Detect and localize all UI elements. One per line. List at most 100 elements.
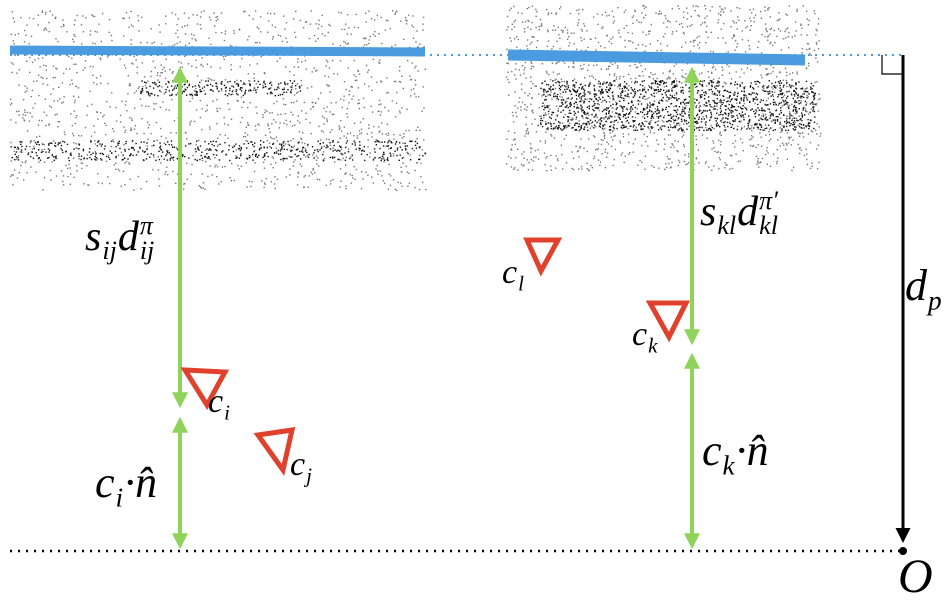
point (102, 144, 103, 145)
point (247, 122, 248, 123)
point (542, 82, 543, 83)
point (349, 158, 350, 159)
point (67, 168, 68, 169)
point (115, 169, 116, 170)
point (793, 110, 794, 111)
point (560, 93, 561, 94)
point (264, 159, 265, 160)
point (534, 85, 535, 86)
point (272, 156, 273, 157)
point (600, 94, 601, 95)
point (613, 130, 614, 131)
point (265, 184, 266, 185)
point (42, 189, 43, 190)
point (109, 106, 110, 107)
point (402, 186, 403, 187)
point (770, 114, 771, 115)
point (637, 165, 638, 166)
point (549, 105, 550, 106)
point (297, 176, 298, 177)
point (527, 128, 528, 129)
point (614, 120, 615, 121)
point (676, 123, 677, 124)
point (769, 33, 770, 34)
point (540, 122, 541, 123)
point (718, 125, 719, 126)
point (648, 89, 649, 90)
point (682, 77, 683, 78)
point (382, 156, 383, 157)
point (602, 100, 603, 101)
point (660, 127, 661, 128)
point (601, 139, 602, 140)
point (800, 96, 801, 97)
point (711, 89, 712, 90)
point (300, 138, 301, 139)
point (283, 123, 284, 124)
point (761, 115, 762, 116)
point (683, 111, 684, 112)
point (10, 176, 11, 177)
point (253, 151, 254, 152)
point (582, 123, 583, 124)
point (271, 123, 272, 124)
point (278, 95, 279, 96)
point (595, 114, 596, 115)
point (250, 102, 251, 103)
point (684, 146, 685, 147)
point (282, 41, 283, 42)
point (89, 148, 90, 149)
point (130, 153, 131, 154)
point (598, 42, 599, 43)
point (694, 71, 695, 72)
point (191, 94, 192, 95)
point (358, 71, 359, 72)
point (189, 94, 190, 95)
point (770, 103, 771, 104)
point (719, 133, 720, 134)
point (770, 166, 771, 167)
point (679, 81, 680, 82)
point (167, 86, 168, 87)
point (737, 43, 738, 44)
point (655, 90, 656, 91)
point (699, 73, 700, 74)
point (374, 19, 375, 20)
point (607, 82, 608, 83)
point (95, 143, 96, 144)
point (575, 102, 576, 103)
point (240, 89, 241, 90)
point (129, 17, 130, 18)
point (589, 123, 590, 124)
point (274, 183, 275, 184)
point (345, 147, 346, 148)
point (205, 150, 206, 151)
point (128, 162, 129, 163)
point (276, 153, 277, 154)
point (268, 20, 269, 21)
point (635, 107, 636, 108)
point (767, 164, 768, 165)
point (713, 51, 714, 52)
point (765, 23, 766, 24)
point (16, 159, 17, 160)
point (688, 126, 689, 127)
point (249, 181, 250, 182)
point (260, 16, 261, 17)
point (545, 121, 546, 122)
point (700, 81, 701, 82)
point (326, 118, 327, 119)
point (549, 109, 550, 110)
point (100, 153, 101, 154)
point (749, 9, 750, 10)
point (690, 41, 691, 42)
point (722, 75, 723, 76)
point (798, 100, 799, 101)
point (203, 187, 204, 188)
point (588, 84, 589, 85)
point (725, 83, 726, 84)
point (724, 167, 725, 168)
point (25, 86, 26, 87)
point (683, 130, 684, 131)
point (229, 145, 230, 146)
